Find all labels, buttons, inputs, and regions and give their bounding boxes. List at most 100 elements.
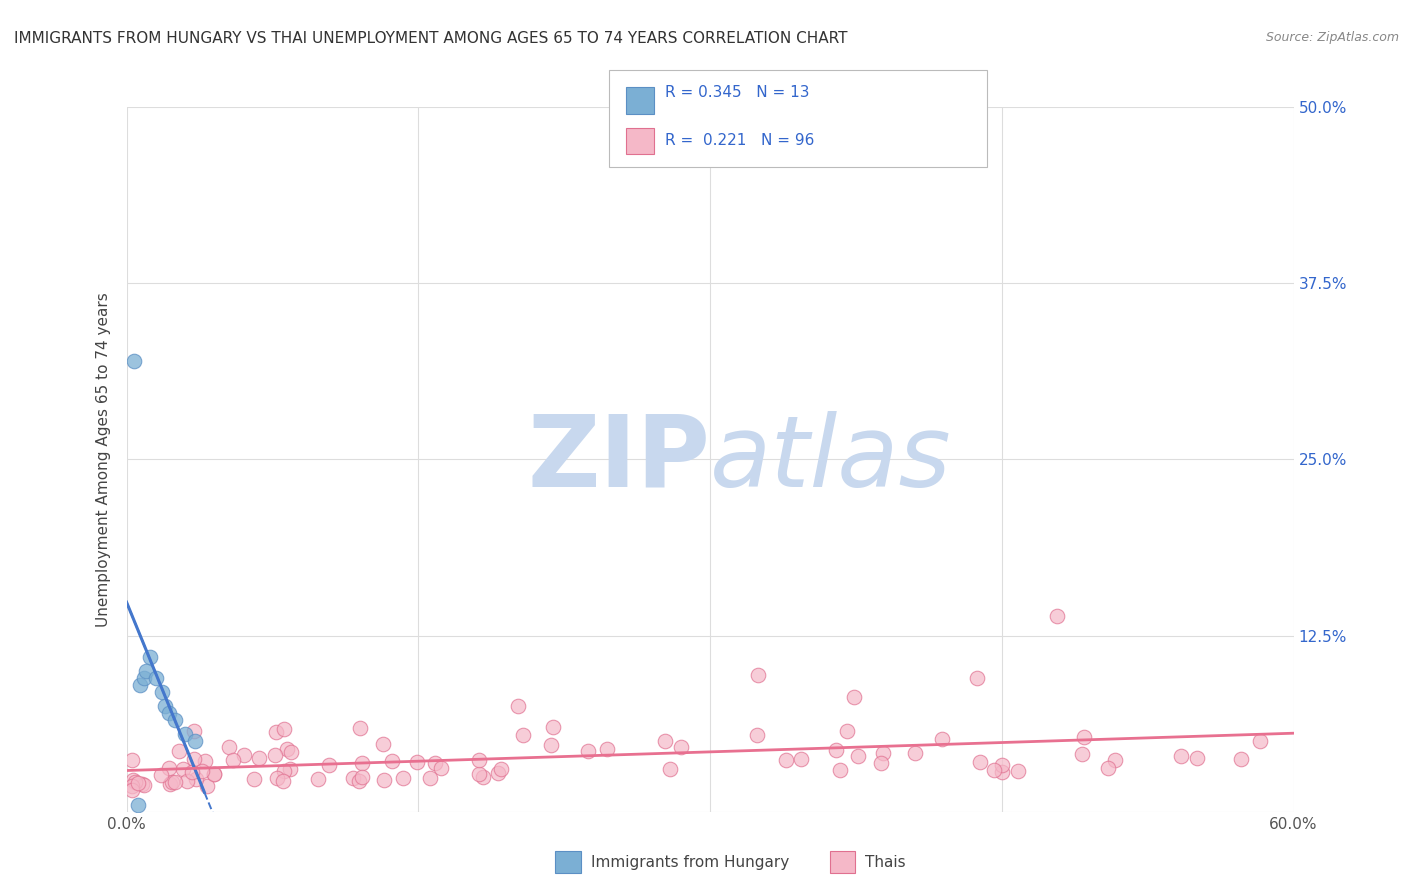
Point — [842, 690, 865, 705]
Point — [202, 767, 225, 781]
Text: Source: ZipAtlas.com: Source: ZipAtlas.com — [1265, 31, 1399, 45]
Point — [468, 766, 491, 780]
Point — [121, 779, 143, 793]
Point — [129, 678, 152, 692]
Point — [747, 668, 769, 682]
Point — [165, 713, 187, 727]
Point — [489, 762, 512, 776]
Point — [659, 762, 682, 776]
Point — [307, 772, 329, 787]
Point — [350, 756, 373, 770]
Point — [264, 748, 287, 763]
Point — [139, 649, 162, 664]
Point — [280, 745, 302, 759]
Point — [278, 762, 301, 776]
Point — [222, 753, 245, 767]
Point — [373, 737, 395, 751]
Point — [429, 762, 451, 776]
Point — [318, 757, 340, 772]
Point — [195, 779, 218, 793]
Point — [991, 764, 1014, 779]
Text: R = 0.345   N = 13: R = 0.345 N = 13 — [665, 86, 810, 100]
Text: R =  0.221   N = 96: R = 0.221 N = 96 — [665, 133, 814, 147]
Point — [349, 721, 371, 735]
Point — [775, 753, 797, 767]
Point — [342, 771, 364, 785]
Point — [159, 777, 181, 791]
Point — [273, 774, 295, 789]
Point — [127, 797, 149, 812]
Point — [233, 748, 256, 763]
Point — [347, 773, 370, 788]
Point — [825, 743, 848, 757]
Text: ZIP: ZIP — [527, 411, 710, 508]
Point — [1097, 761, 1119, 775]
Point — [134, 778, 156, 792]
Point — [471, 770, 494, 784]
Point — [391, 771, 413, 785]
Point — [541, 720, 564, 734]
Point — [1249, 733, 1271, 747]
Point — [160, 774, 183, 789]
Text: atlas: atlas — [710, 411, 952, 508]
Point — [969, 755, 991, 769]
Point — [183, 723, 205, 738]
Point — [1185, 751, 1208, 765]
Point — [242, 772, 264, 786]
Point — [157, 706, 180, 720]
Point — [183, 752, 205, 766]
Point — [1170, 748, 1192, 763]
Point — [172, 763, 194, 777]
Point — [578, 744, 600, 758]
Point — [121, 782, 143, 797]
Point — [1230, 752, 1253, 766]
Point — [512, 728, 534, 742]
Point — [159, 761, 181, 775]
Point — [218, 739, 240, 754]
Point — [966, 671, 988, 685]
Point — [747, 727, 769, 741]
Text: IMMIGRANTS FROM HUNGARY VS THAI UNEMPLOYMENT AMONG AGES 65 TO 74 YEARS CORRELATI: IMMIGRANTS FROM HUNGARY VS THAI UNEMPLOY… — [14, 31, 848, 46]
Point — [373, 772, 395, 787]
Point — [135, 664, 157, 678]
Point — [419, 771, 441, 785]
Y-axis label: Unemployment Among Ages 65 to 74 years: Unemployment Among Ages 65 to 74 years — [96, 292, 111, 627]
Point — [828, 764, 851, 778]
Text: Immigrants from Hungary: Immigrants from Hungary — [591, 855, 789, 870]
Point — [150, 768, 173, 782]
Point — [425, 756, 447, 770]
Point — [266, 771, 288, 785]
Point — [163, 774, 186, 789]
Point — [991, 758, 1014, 772]
Point — [789, 751, 811, 765]
Point — [1046, 609, 1069, 624]
Point — [405, 755, 427, 769]
Point — [131, 777, 153, 791]
Point — [1007, 764, 1029, 778]
Point — [846, 748, 869, 763]
Point — [132, 671, 155, 685]
Point — [872, 747, 894, 761]
Point — [1071, 747, 1094, 761]
Point — [983, 763, 1005, 777]
Point — [835, 724, 858, 739]
Point — [122, 773, 145, 788]
Point — [184, 772, 207, 786]
Point — [381, 754, 404, 768]
Point — [181, 765, 204, 780]
Point — [1073, 730, 1095, 744]
Text: Thais: Thais — [865, 855, 905, 870]
Point — [167, 744, 190, 758]
Point — [194, 754, 217, 768]
Point — [350, 770, 373, 784]
Point — [669, 739, 692, 754]
Point — [654, 734, 676, 748]
Point — [931, 731, 953, 746]
Point — [155, 699, 177, 714]
Point — [266, 725, 288, 739]
Point — [904, 746, 927, 760]
Point — [121, 753, 143, 767]
Point — [183, 734, 205, 748]
Point — [1104, 754, 1126, 768]
Point — [145, 671, 167, 685]
